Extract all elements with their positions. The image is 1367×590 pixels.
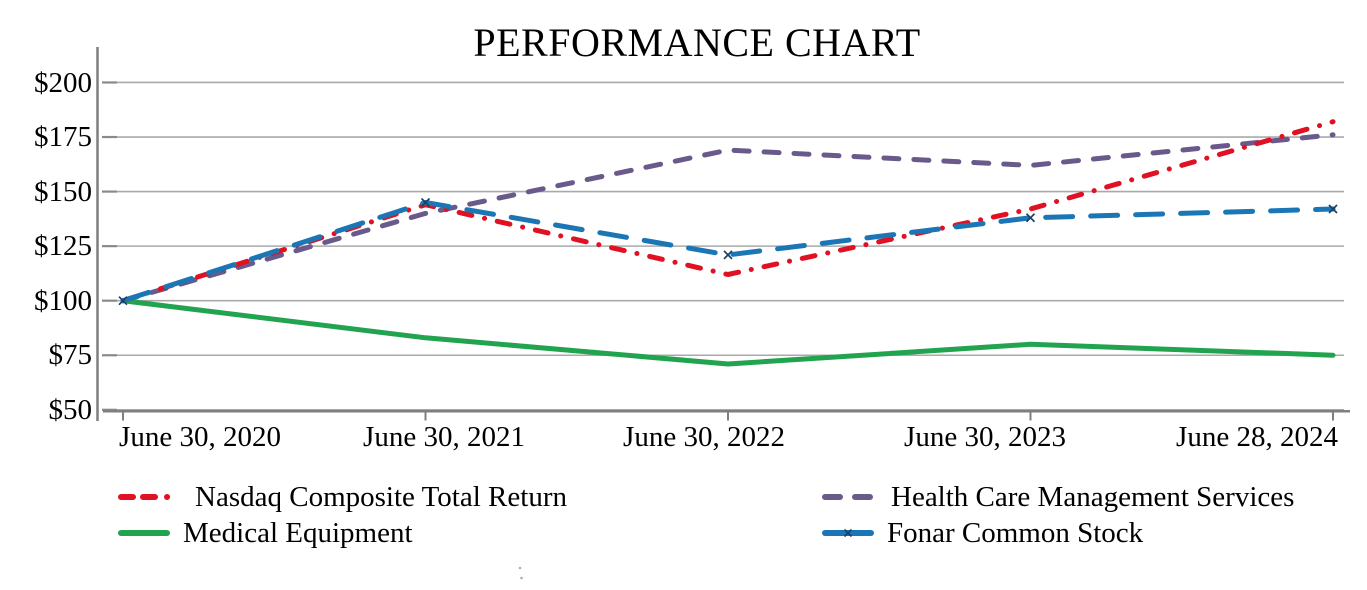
stray-mark xyxy=(518,566,522,570)
legend-entry-health-care-management-services: Health Care Management Services xyxy=(822,479,1294,515)
y-tick-label: $150 xyxy=(34,175,92,208)
legend-entry-medical-equipment: Medical Equipment xyxy=(118,515,413,551)
y-tick-label: $175 xyxy=(34,121,92,153)
point-x-marker-icon xyxy=(723,250,733,260)
point-x-marker-icon xyxy=(118,296,128,306)
x-tick-label: June 30, 2022 xyxy=(623,421,785,453)
chart-title: PERFORMANCE CHART xyxy=(473,20,921,65)
long-dash-line-swatch-icon xyxy=(822,528,874,538)
x-tick-label: June 30, 2023 xyxy=(904,421,1066,453)
legend-label: Nasdaq Composite Total Return xyxy=(195,481,567,513)
dashed-line-swatch-icon xyxy=(822,494,878,500)
x-tick-label: June 30, 2021 xyxy=(363,421,525,453)
series-line-fonar-common-stock xyxy=(120,200,1336,304)
legend-entry-nasdaq-composite-total-return: Nasdaq Composite Total Return xyxy=(118,479,567,515)
y-tick-label: $200 xyxy=(34,66,92,99)
legend-label: Medical Equipment xyxy=(183,517,413,549)
legend-entry-fonar-common-stock: Fonar Common Stock xyxy=(822,515,1143,551)
solid-line-swatch-icon xyxy=(118,530,170,536)
y-tick-label: $125 xyxy=(34,230,92,262)
x-tick-label: June 28, 2024 xyxy=(1176,421,1338,453)
y-tick-label: $75 xyxy=(48,339,93,371)
legend-label: Fonar Common Stock xyxy=(887,517,1144,549)
x-tick-label: June 30, 2020 xyxy=(119,421,281,453)
y-tick-label: $50 xyxy=(48,393,93,426)
point-x-marker-icon xyxy=(1025,213,1036,223)
point-x-marker-icon xyxy=(420,197,431,208)
stray-mark xyxy=(520,576,523,580)
series-line-health-care-management-services xyxy=(120,132,1336,304)
y-tick-label: $100 xyxy=(34,284,92,317)
dash-dot-line-swatch-icon xyxy=(118,494,182,500)
series-line-medical-equipment xyxy=(120,298,1336,367)
legend-label: Health Care Management Services xyxy=(891,481,1295,513)
series-line-nasdaq-composite-total-return xyxy=(120,119,1336,304)
legend-x-marker-icon xyxy=(843,528,853,538)
point-x-marker-icon xyxy=(1328,204,1338,214)
